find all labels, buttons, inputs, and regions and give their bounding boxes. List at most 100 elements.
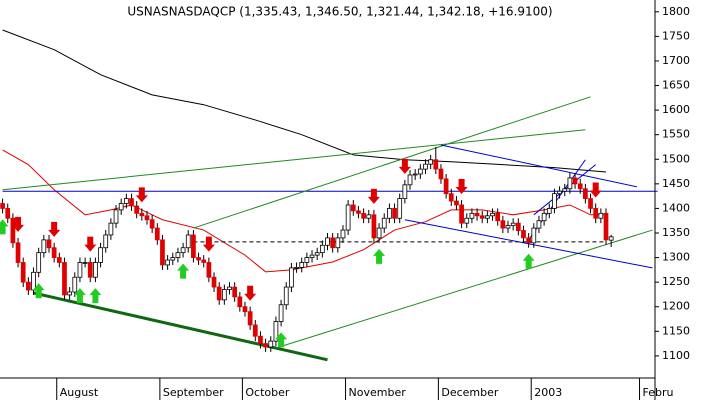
- sell-arrow: [84, 236, 97, 252]
- candle-body: [541, 212, 547, 222]
- candle-body: [10, 217, 16, 244]
- candle-body: [93, 262, 98, 278]
- candle-body: [593, 208, 599, 219]
- candle-body: [289, 267, 294, 288]
- candle-body: [227, 286, 232, 290]
- y-tick-label: 1750: [662, 29, 690, 42]
- overlay-line: [2, 149, 607, 273]
- sell-arrow: [48, 221, 61, 237]
- candle-body: [459, 204, 464, 224]
- candle-body: [510, 222, 516, 227]
- candle-body: [325, 237, 330, 246]
- overlay-line: [440, 144, 638, 188]
- sell-arrow: [135, 187, 148, 203]
- y-tick-label: 1150: [662, 324, 690, 337]
- candle-body: [170, 257, 176, 261]
- candle-body: [454, 200, 459, 206]
- candle-body: [247, 311, 253, 326]
- candle-body: [216, 286, 222, 301]
- candle-body: [0, 203, 5, 209]
- candle-body: [129, 198, 134, 207]
- candle-body: [588, 198, 593, 209]
- overlay-line: [193, 96, 591, 229]
- candle-body: [381, 217, 387, 229]
- candle-body: [428, 159, 434, 165]
- candle-body: [402, 184, 408, 199]
- candle-body: [371, 214, 377, 239]
- overlay-line: [2, 29, 607, 173]
- candle-body: [268, 340, 274, 348]
- candle-body: [366, 214, 372, 219]
- candle-body: [536, 220, 542, 229]
- candle-body: [474, 212, 480, 217]
- buy-arrow: [32, 283, 45, 299]
- candle-body: [232, 286, 238, 298]
- candle-body: [319, 244, 325, 254]
- candle-body: [309, 254, 315, 258]
- candle-body: [433, 159, 439, 170]
- x-tick-label: November: [349, 386, 407, 399]
- candle-body: [521, 230, 526, 239]
- candle-body: [46, 239, 52, 249]
- candle-body: [500, 220, 506, 229]
- x-tick-label: 2003: [534, 386, 562, 399]
- candle-body: [485, 215, 490, 219]
- candle-body: [62, 262, 67, 296]
- candle-body: [201, 259, 207, 263]
- candle-body: [531, 227, 537, 244]
- candle-body: [387, 208, 392, 219]
- candle-body: [567, 177, 573, 190]
- candle-body: [263, 343, 268, 348]
- candle-body: [36, 252, 42, 273]
- candle-body: [448, 193, 454, 202]
- candle-body: [211, 276, 217, 288]
- candle-body: [603, 212, 609, 241]
- candle-body: [330, 237, 336, 249]
- candle-body: [464, 217, 470, 224]
- candle-body: [191, 234, 196, 258]
- candle-body: [139, 212, 145, 217]
- candle-body: [356, 210, 361, 214]
- candle-body: [397, 198, 403, 219]
- chart-title: USNASNASDAQCP (1,335.43, 1,346.50, 1,321…: [127, 5, 552, 19]
- y-tick-label: 1300: [662, 251, 690, 264]
- candle-body: [51, 247, 57, 258]
- y-tick-label: 1800: [662, 5, 690, 18]
- sell-arrow: [367, 188, 380, 204]
- candle-body: [154, 227, 160, 241]
- x-tick-label: August: [60, 386, 99, 399]
- candle-body: [82, 262, 88, 264]
- candle-body: [407, 174, 413, 186]
- candle-body: [31, 271, 36, 291]
- candle-body: [583, 188, 588, 199]
- candle-body: [98, 247, 103, 263]
- candle-body: [103, 234, 109, 249]
- candle-body: [160, 239, 165, 266]
- x-tick-label: October: [245, 386, 289, 399]
- candle-body: [5, 208, 11, 219]
- y-tick-label: 1550: [662, 128, 690, 141]
- y-tick-label: 1500: [662, 152, 690, 165]
- candle-body: [552, 193, 557, 209]
- candle-body: [113, 209, 119, 224]
- candle-body: [283, 286, 289, 306]
- candle-body: [515, 222, 521, 231]
- candle-body: [175, 252, 181, 258]
- candle-body: [479, 215, 485, 219]
- candle-body: [577, 183, 583, 190]
- y-tick-label: 1350: [662, 226, 690, 239]
- candle-body: [206, 262, 212, 278]
- y-tick-label: 1650: [662, 79, 690, 92]
- candle-body: [557, 190, 562, 195]
- candle-body: [598, 212, 604, 219]
- candle-body: [165, 259, 170, 266]
- sell-arrow: [244, 285, 257, 301]
- candle-body: [149, 219, 155, 229]
- candle-body: [237, 296, 243, 308]
- candle-body: [495, 212, 501, 222]
- buy-arrow: [522, 253, 535, 269]
- candle-body: [443, 178, 449, 195]
- y-tick-label: 1100: [662, 349, 690, 362]
